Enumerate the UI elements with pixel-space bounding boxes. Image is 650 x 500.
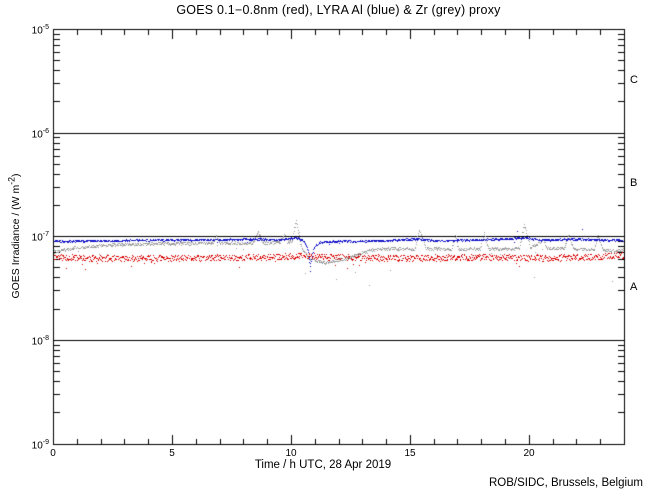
x-tick-label: 20 [523,448,535,459]
flare-class-label: A [630,281,638,293]
flare-class-label: C [630,74,638,86]
flare-class-label: B [630,177,638,189]
x-tick-label: 15 [404,448,416,459]
x-tick-label: 10 [285,448,297,459]
y-tick-label: 10-5 [31,24,49,37]
y-tick-label: 10-7 [31,231,49,244]
y-tick-label: 10-9 [31,439,49,452]
x-tick-label: 5 [169,448,175,459]
y-tick-label: 10-6 [31,128,49,141]
y-tick-label: 10-8 [31,335,49,348]
x-axis-title: Time / h UTC, 28 Apr 2019 [254,459,392,471]
y-axis-title-exponent: -2 [6,176,17,185]
x-tick-label: 0 [50,448,56,459]
y-axis-title-suffix: ) [9,173,22,177]
chart-title: GOES 0.1−0.8nm (red), LYRA Al (blue) & Z… [176,3,501,17]
credit-text: ROB/SIDC, Brussels, Belgium [488,477,643,489]
